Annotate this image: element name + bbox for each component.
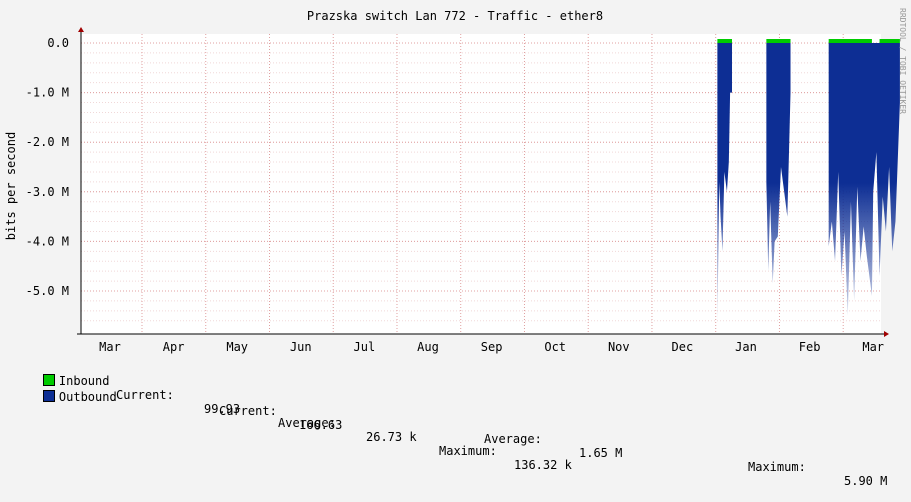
y-tick-label: -2.0 M bbox=[26, 135, 69, 149]
x-tick-label: Dec bbox=[672, 340, 694, 354]
x-tick-label: Mar bbox=[99, 340, 121, 354]
outbound-current-value: 166.63 bbox=[299, 418, 343, 432]
outbound-area bbox=[717, 43, 900, 324]
outbound-current-label: Current: bbox=[219, 404, 277, 418]
y-tick-label: 0.0 bbox=[47, 36, 69, 50]
inbound-segment bbox=[828, 39, 872, 43]
legend-inbound-label: Inbound bbox=[58, 374, 110, 388]
outbound-color-swatch bbox=[42, 390, 55, 402]
y-axis-label: bits per second bbox=[4, 132, 18, 240]
x-tick-label: Mar bbox=[862, 340, 884, 354]
inbound-segment bbox=[766, 39, 791, 43]
x-tick-label: Jun bbox=[290, 340, 312, 354]
x-tick-label: Sep bbox=[481, 340, 503, 354]
legend-outbound-row: Outbound Current: 166.63 Average: 1.65 M… bbox=[14, 376, 887, 502]
y-tick-label: -1.0 M bbox=[26, 86, 69, 100]
inbound-current-label: Current: bbox=[116, 388, 174, 402]
graph-root: 0.0 -1.0 M -2.0 M -3.0 M -4.0 M -5.0 M Mar Apr M… bbox=[4, 8, 907, 488]
outbound-maximum-label: Maximum: bbox=[748, 460, 806, 474]
y-tick-label: -5.0 M bbox=[26, 284, 69, 298]
x-axis-arrow bbox=[884, 331, 889, 337]
x-tick-label: Feb bbox=[799, 340, 821, 354]
outbound-maximum-value: 5.90 M bbox=[844, 474, 888, 488]
plot-background bbox=[81, 34, 881, 334]
inbound-maximum-value: 136.32 k bbox=[514, 458, 572, 472]
y-tick-label: -4.0 M bbox=[26, 234, 69, 248]
x-tick-label: Jan bbox=[735, 340, 757, 354]
traffic-chart: 0.0 -1.0 M -2.0 M -3.0 M -4.0 M -5.0 M Mar Apr M… bbox=[4, 8, 907, 354]
y-tick-label: -3.0 M bbox=[26, 185, 69, 199]
inbound-maximum-label: Maximum: bbox=[439, 444, 497, 458]
x-tick-label: Oct bbox=[544, 340, 566, 354]
x-tick-label: Nov bbox=[608, 340, 630, 354]
outbound-average-label: Average: bbox=[484, 432, 542, 446]
chart-title: Prazska switch Lan 772 - Traffic - ether… bbox=[307, 9, 603, 23]
x-tick-label: May bbox=[226, 340, 248, 354]
x-tick-label: Apr bbox=[163, 340, 185, 354]
x-tick-label: Jul bbox=[354, 340, 376, 354]
inbound-segment bbox=[717, 39, 733, 43]
legend-outbound-label: Outbound bbox=[58, 390, 117, 404]
inbound-segment bbox=[879, 39, 900, 43]
inbound-average-value: 26.73 k bbox=[366, 430, 417, 444]
y-axis-arrow bbox=[78, 27, 84, 32]
outbound-average-value: 1.65 M bbox=[579, 446, 623, 460]
inbound-color-swatch bbox=[42, 374, 55, 386]
rrdtool-watermark: RRDTOOL / TOBI OETIKER bbox=[898, 8, 907, 114]
x-tick-label: Aug bbox=[417, 340, 439, 354]
